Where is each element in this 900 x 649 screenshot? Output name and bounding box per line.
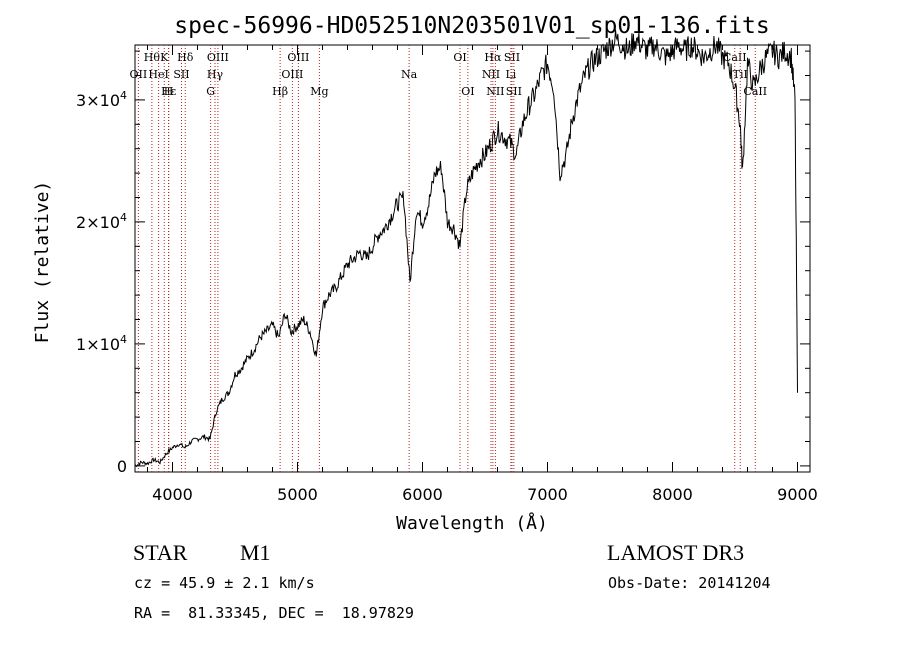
spectrum-line xyxy=(134,29,798,468)
x-tick-label-7000: 7000 xyxy=(527,485,568,504)
marker-label-17: OI xyxy=(461,85,474,98)
y-tick-label-10000: 1×104 xyxy=(76,333,127,354)
survey-name: LAMOST DR3 xyxy=(607,540,745,565)
coordinates-readout: RA = 81.33345, DEC = 18.97829 xyxy=(134,604,414,622)
marker-label-13: OIII xyxy=(287,51,309,64)
x-axis-label: Wavelength (Å) xyxy=(396,512,548,534)
marker-label-23: SII xyxy=(506,85,522,98)
marker-label-12: OIII xyxy=(281,68,303,81)
marker-label-14: Mg xyxy=(310,85,328,98)
plot-frame xyxy=(134,44,811,473)
y-axis-ticks: 0 1×104 2×104 3×104 xyxy=(76,50,810,476)
x-tick-label-5000: 5000 xyxy=(277,485,318,504)
marker-label-4: Hε xyxy=(161,85,177,98)
marker-label-6: SII xyxy=(173,68,189,81)
redshift-readout: cz = 45.9 ± 2.1 km/s xyxy=(134,574,315,592)
y-tick-label-30000: 3×104 xyxy=(76,89,127,110)
chart-title: spec-56996-HD052510N203501V01_sp01-136.f… xyxy=(174,13,769,39)
emission-line-markers: OII Hθ HeI K HεH SII Hδ G Hγ OIII Hβ OIII OIII Mg Na OI… xyxy=(130,45,767,472)
marker-label-16: OI xyxy=(453,51,466,64)
x-tick-label-6000: 6000 xyxy=(402,485,443,504)
marker-label-8: G xyxy=(206,85,215,98)
marker-label-21: Li xyxy=(505,68,516,81)
marker-label-22: SII xyxy=(504,51,520,64)
marker-label-9: Hγ xyxy=(207,68,224,81)
marker-label-1: Hθ xyxy=(144,51,161,64)
x-tick-label-4000: 4000 xyxy=(152,485,193,504)
y-tick-label-20000: 2×104 xyxy=(76,211,127,232)
marker-label-26: CaII xyxy=(743,85,767,98)
marker-label-7: Hδ xyxy=(177,51,194,64)
y-tick-label-0: 0 xyxy=(117,457,127,476)
marker-label-25: TiI xyxy=(733,68,748,81)
y-axis-label: Flux (relative) xyxy=(32,181,53,344)
x-axis-ticks: 4000 5000 6000 7000 8000 9000 xyxy=(147,45,818,504)
marker-label-11: Hβ xyxy=(272,85,288,98)
marker-label-20: NII xyxy=(486,85,504,98)
marker-label-2: HeI xyxy=(148,68,168,81)
object-subclass: M1 xyxy=(240,540,271,565)
x-tick-label-8000: 8000 xyxy=(652,485,693,504)
marker-label-3: K xyxy=(160,51,169,64)
x-tick-label-9000: 9000 xyxy=(777,485,818,504)
marker-label-15: Na xyxy=(401,68,418,81)
marker-label-19: Hα xyxy=(484,51,502,64)
marker-label-18: NII xyxy=(482,68,500,81)
marker-label-0: OII xyxy=(130,68,148,81)
marker-label-10: OIII xyxy=(207,51,229,64)
marker-label-5: H xyxy=(164,85,174,98)
object-class: STAR xyxy=(133,540,188,565)
obs-date: Obs-Date: 20141204 xyxy=(608,574,771,592)
